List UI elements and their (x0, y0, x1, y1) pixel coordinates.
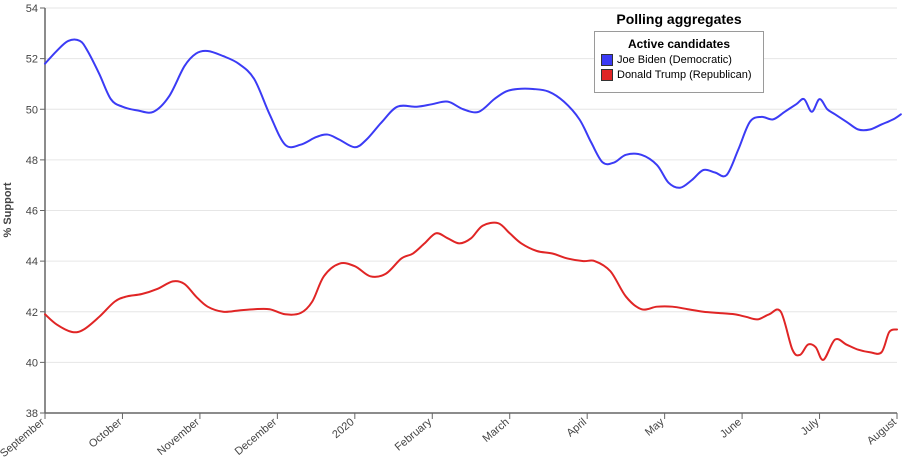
x-tick-label: November (155, 416, 202, 458)
y-tick-label: 46 (26, 206, 38, 218)
y-tick-label: 50 (26, 104, 38, 116)
legend: Active candidates Joe Biden (Democratic)… (594, 31, 764, 93)
y-tick-label: 52 (26, 54, 38, 66)
x-tick-labels: September October November December 2020 Febr… (0, 416, 899, 460)
y-tick-labels: 38 40 42 44 46 48 50 52 54 (26, 3, 38, 420)
x-tick-label: December (233, 416, 280, 458)
y-tick-label: 38 (26, 408, 38, 420)
legend-title: Active candidates (627, 37, 731, 51)
chart-title: Polling aggregates (616, 11, 742, 27)
legend-label-trump: Donald Trump (Republican) (617, 69, 752, 81)
gridlines (45, 7, 897, 363)
x-tick-label: September (0, 416, 47, 460)
x-tick-label: July (799, 416, 822, 438)
x-tick-label: 2020 (330, 416, 356, 441)
y-tick-label: 42 (26, 307, 38, 319)
y-tick-label: 54 (26, 3, 38, 15)
axes (40, 7, 898, 419)
y-axis-label: % Support (2, 182, 14, 237)
legend-label-biden: Joe Biden (Democratic) (617, 54, 732, 66)
x-tick-label: March (481, 416, 512, 445)
x-tick-label: May (643, 416, 667, 439)
x-tick-label: October (87, 416, 125, 451)
series-line-1 (44, 221, 898, 361)
series-line-0 (44, 38, 902, 189)
legend-swatch-biden (601, 54, 613, 66)
x-tick-label: August (865, 416, 899, 447)
legend-item-biden: Joe Biden (Democratic) (601, 54, 763, 66)
legend-item-trump: Donald Trump (Republican) (601, 69, 763, 81)
x-tick-label: April (565, 416, 590, 439)
x-tick-label: June (718, 416, 744, 441)
y-tick-label: 44 (26, 256, 38, 268)
series-lines (44, 38, 902, 361)
x-tick-label: February (393, 416, 435, 454)
legend-swatch-trump (601, 69, 613, 81)
y-tick-label: 48 (26, 155, 38, 167)
y-tick-label: 40 (26, 357, 38, 369)
